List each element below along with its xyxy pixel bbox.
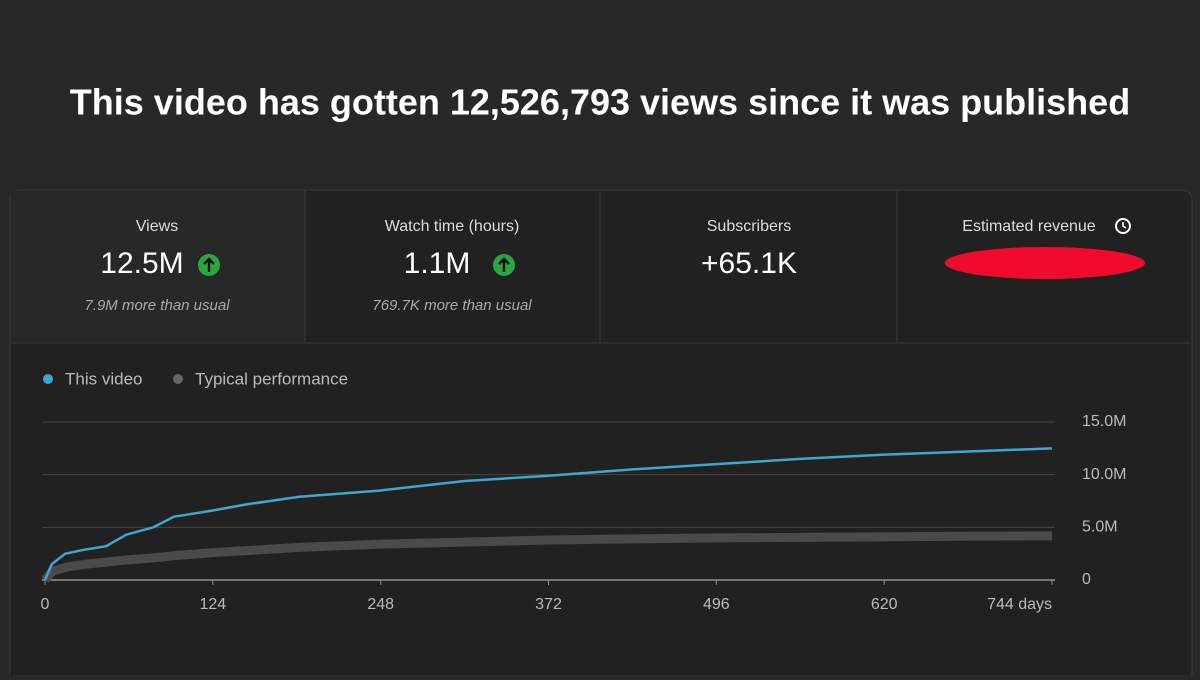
x-tick-label: 248 [367, 596, 394, 613]
y-tick-label: 0 [1082, 571, 1091, 588]
redaction [945, 247, 1145, 279]
card-note: 7.9M more than usual [84, 297, 230, 314]
legend-dot [43, 374, 53, 384]
x-tick-label: 0 [41, 596, 50, 613]
x-tick-label: 496 [703, 596, 730, 613]
up-arrow [203, 257, 215, 272]
band-line [41, 531, 1053, 583]
card-label: Subscribers [707, 218, 791, 235]
panel [9, 189, 1193, 680]
x-tick-label: 744 days [987, 596, 1052, 613]
card-label: Views [136, 218, 178, 235]
x-tick-label: 620 [871, 596, 898, 613]
card-note: 769.7K more than usual [372, 297, 532, 314]
up-arrow [498, 257, 510, 272]
x-tick-label: 124 [199, 596, 226, 613]
y-tick-label: 5.0M [1082, 519, 1118, 536]
card-value: +65.1K [701, 247, 797, 280]
line [43, 447, 1053, 581]
y-tick-label: 15.0M [1082, 413, 1126, 430]
legend-dot [173, 374, 183, 384]
legend-label: Typical performance [195, 369, 348, 388]
legend-label: This video [65, 369, 142, 388]
card-label: Watch time (hours) [385, 218, 520, 235]
card-label: Estimated revenue [962, 218, 1096, 235]
x-tick-label: 372 [535, 596, 562, 613]
headline: This video has gotten 12,526,793 views s… [70, 82, 1130, 123]
card-value: 12.5M [100, 247, 183, 280]
selected-tab [11, 191, 305, 343]
card-value: 1.1M [404, 247, 471, 280]
clock-icon [1115, 218, 1131, 234]
y-tick-label: 10.0M [1082, 466, 1126, 483]
